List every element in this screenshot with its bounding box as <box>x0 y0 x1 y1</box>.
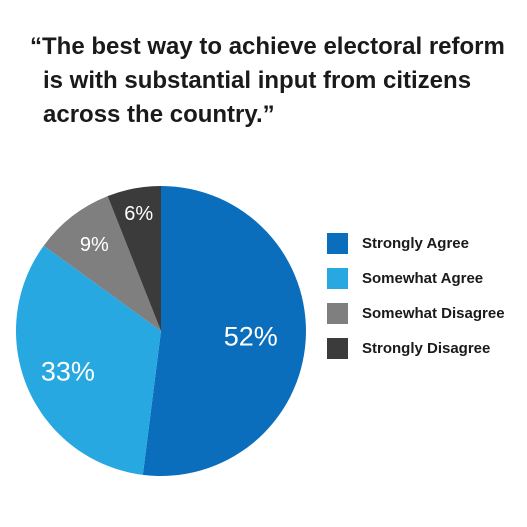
chart-title: “The best way to achieve electoral refor… <box>30 30 515 132</box>
legend-swatch-somewhat-disagree <box>327 302 348 324</box>
chart-title-line-2: is with substantial input from citizens <box>43 67 472 94</box>
slice-label-somewhat-disagree: 9% <box>80 234 109 256</box>
legend-label-somewhat-agree: Somewhat Agree <box>362 269 484 287</box>
slice-label-somewhat-agree: 33% <box>41 356 95 386</box>
legend-item-strongly-agree: Strongly Agree <box>327 232 527 254</box>
legend-label-somewhat-disagree: Somewhat Disagree <box>362 304 505 322</box>
pie-slice-strongly-disagree <box>107 186 161 331</box>
legend-item-somewhat-disagree: Somewhat Disagree <box>327 302 527 324</box>
pie-slice-strongly-agree <box>142 186 306 476</box>
chart-title-line-3: across the country.” <box>43 101 275 128</box>
slice-label-strongly-disagree: 6% <box>124 203 153 225</box>
slice-label-strongly-agree: 52% <box>224 322 278 352</box>
legend-item-strongly-disagree: Strongly Disagree <box>327 337 527 359</box>
pie-slice-somewhat-agree <box>15 245 161 475</box>
legend-label-strongly-agree: Strongly Agree <box>362 234 469 252</box>
legend-swatch-strongly-agree <box>327 232 348 254</box>
legend-item-somewhat-agree: Somewhat Agree <box>327 267 527 289</box>
legend-label-strongly-disagree: Strongly Disagree <box>362 339 491 357</box>
legend-swatch-somewhat-agree <box>327 267 348 289</box>
chart-legend: Strongly Agree Somewhat Agree Somewhat Dis… <box>327 232 527 372</box>
chart-title-line-1: “The best way to achieve electoral refor… <box>30 33 505 60</box>
legend-swatch-strongly-disagree <box>327 337 348 359</box>
pie-slice-somewhat-disagree <box>43 196 161 331</box>
